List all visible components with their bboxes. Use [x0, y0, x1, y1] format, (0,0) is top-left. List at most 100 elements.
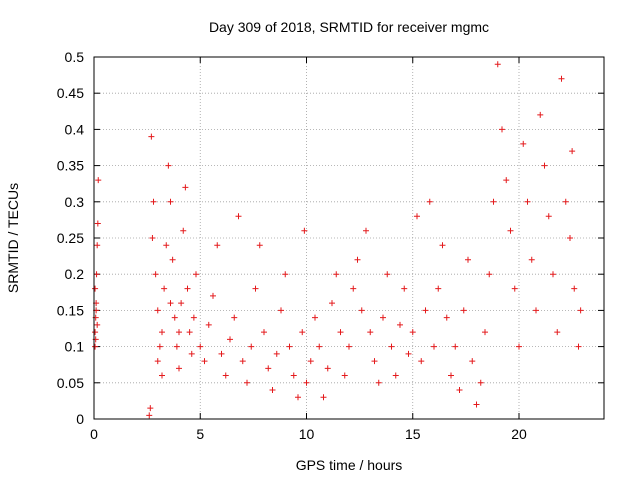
data-point [278, 307, 284, 314]
data-point [460, 307, 467, 314]
data-point [184, 285, 191, 292]
data-point [171, 314, 178, 321]
data-point [350, 285, 357, 292]
data-point [269, 387, 276, 394]
data-point [92, 285, 99, 292]
data-point [222, 372, 229, 379]
y-tick-label: 0.4 [65, 121, 85, 137]
data-point [180, 227, 187, 234]
y-tick-label: 0.3 [65, 194, 85, 210]
data-point [341, 372, 348, 379]
data-point [201, 358, 208, 365]
data-point [261, 329, 267, 336]
x-tick-label: 20 [511, 426, 527, 442]
data-point [93, 271, 100, 278]
data-point [320, 394, 327, 401]
data-point [448, 372, 454, 379]
data-point [150, 198, 157, 205]
y-tick-label: 0.05 [57, 375, 84, 391]
data-point [169, 256, 176, 263]
y-tick-label: 0.5 [65, 49, 85, 65]
data-point [577, 307, 584, 314]
data-point [397, 321, 403, 328]
data-point [186, 329, 193, 336]
data-point [562, 198, 569, 205]
data-point [286, 343, 293, 350]
data-point [94, 242, 101, 249]
data-point [405, 350, 412, 357]
y-tick-label: 0.1 [65, 339, 85, 355]
y-tick-label: 0 [76, 411, 84, 427]
data-point [554, 329, 561, 336]
data-point [524, 198, 531, 205]
data-point [571, 285, 578, 292]
data-point [92, 329, 99, 336]
data-point [248, 343, 255, 350]
data-point [520, 140, 527, 147]
plot-frame [93, 56, 605, 420]
data-point [95, 177, 102, 184]
data-point [307, 358, 314, 365]
data-point [337, 329, 344, 336]
data-point [282, 271, 289, 278]
data-point [252, 285, 259, 292]
data-point [178, 300, 185, 307]
data-point [214, 242, 221, 249]
data-point [452, 343, 459, 350]
data-point [503, 177, 510, 184]
data-points [92, 61, 584, 419]
data-point [533, 307, 539, 314]
data-point [511, 285, 518, 292]
data-point [188, 350, 195, 357]
data-point [358, 307, 365, 314]
data-point [388, 343, 395, 350]
data-point [273, 350, 280, 357]
data-point [439, 242, 446, 249]
data-point [147, 405, 154, 412]
data-point [324, 365, 331, 372]
data-point [205, 321, 212, 328]
data-point [239, 358, 246, 365]
data-point [537, 111, 544, 118]
data-point [329, 300, 335, 307]
data-point [190, 314, 197, 321]
data-point [265, 365, 272, 372]
data-point [312, 314, 318, 321]
data-point [176, 329, 182, 336]
data-point [575, 343, 582, 350]
data-point [299, 329, 306, 336]
data-point [154, 358, 161, 365]
axis-ticks: 0 5 10 15 20 0 0.05 0.1 0.15 0.2 0.25 0.3 0.35 0.4 0.4… [57, 49, 604, 442]
data-point [163, 242, 170, 249]
data-point [371, 358, 378, 365]
chart-title: Day 309 of 2018, SRMTID for receiver mgm… [209, 19, 489, 35]
data-point [159, 372, 165, 379]
grid-lines [94, 57, 604, 419]
data-point [154, 307, 161, 314]
y-tick-label: 0.2 [65, 266, 85, 282]
data-point [227, 336, 233, 343]
data-point [569, 148, 576, 155]
data-point [443, 314, 450, 321]
data-point [414, 213, 420, 220]
data-point [167, 300, 174, 307]
data-point [256, 242, 263, 249]
data-point [354, 256, 361, 263]
x-tick-label: 5 [196, 426, 204, 442]
data-point [550, 271, 556, 278]
data-point [401, 285, 408, 292]
data-point [235, 213, 242, 220]
data-point [363, 227, 369, 234]
data-point [367, 329, 374, 336]
data-point [473, 401, 480, 408]
data-point [148, 133, 155, 140]
data-point [176, 365, 182, 372]
data-point [156, 343, 163, 350]
data-point [152, 271, 159, 278]
data-point [316, 343, 323, 350]
data-point [173, 343, 180, 350]
data-point [94, 321, 101, 328]
data-point [392, 372, 399, 379]
data-point [193, 271, 199, 278]
